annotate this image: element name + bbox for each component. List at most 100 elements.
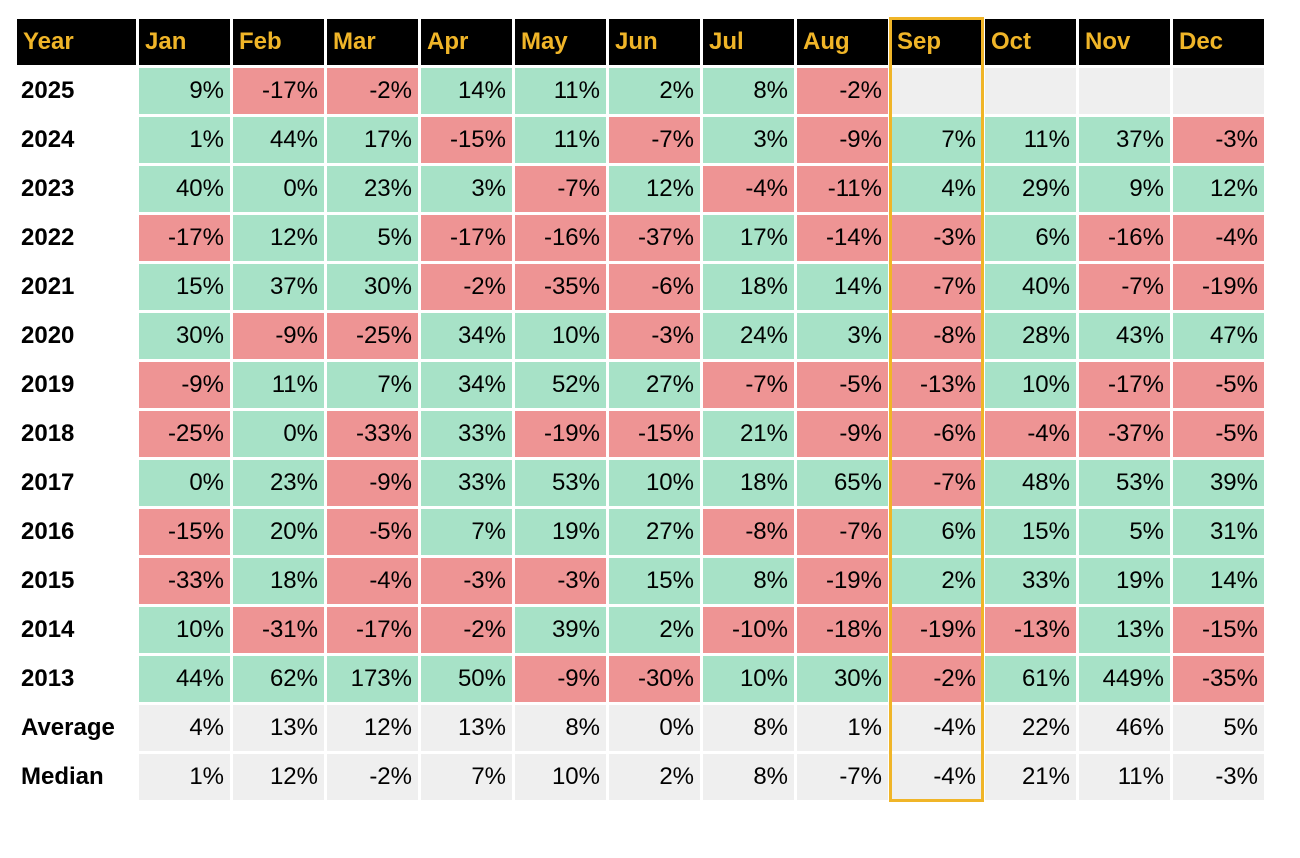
- return-cell-aug: -9%: [797, 411, 888, 457]
- return-cell-feb: 0%: [233, 166, 324, 212]
- return-cell-feb: 13%: [233, 705, 324, 751]
- column-header-apr: Apr: [421, 19, 512, 65]
- return-cell-dec: -5%: [1173, 411, 1264, 457]
- return-cell-feb: 11%: [233, 362, 324, 408]
- year-row-2021: 2021 15% 37% 30% -2% -35% -6% 18% 14% -7% 40% -7% -1…: [17, 262, 1264, 312]
- return-cell-aug: -11%: [797, 166, 888, 212]
- return-cell-sep: 4%: [889, 164, 984, 214]
- return-cell-sep: -4%: [889, 703, 984, 753]
- year-label: 2015: [17, 558, 136, 604]
- year-row-2020: 2020 30% -9% -25% 34% 10% -3% 24% 3% -8% 28% 43% 47%: [17, 311, 1264, 361]
- column-header-year: Year: [17, 19, 136, 65]
- return-cell-jan: 30%: [139, 313, 230, 359]
- return-cell-mar: 30%: [327, 264, 418, 310]
- return-cell-aug: -18%: [797, 607, 888, 653]
- column-header-feb: Feb: [233, 19, 324, 65]
- return-cell-oct: 28%: [985, 313, 1076, 359]
- return-cell-oct: 6%: [985, 215, 1076, 261]
- return-cell-jan: -33%: [139, 558, 230, 604]
- year-label: 2025: [17, 68, 136, 114]
- return-cell-apr: 7%: [421, 509, 512, 555]
- return-cell-oct: 33%: [985, 558, 1076, 604]
- return-cell-nov: 43%: [1079, 313, 1170, 359]
- return-cell-dec: 31%: [1173, 509, 1264, 555]
- return-cell-feb: 62%: [233, 656, 324, 702]
- return-cell-jul: -10%: [703, 607, 794, 653]
- return-cell-aug: -9%: [797, 117, 888, 163]
- year-row-2024: 2024 1% 44% 17% -15% 11% -7% 3% -9% 7% 11% 37% -3%: [17, 115, 1264, 165]
- return-cell-dec: -4%: [1173, 215, 1264, 261]
- return-cell-feb: -9%: [233, 313, 324, 359]
- return-cell-nov: 5%: [1079, 509, 1170, 555]
- return-cell-jun: 10%: [609, 460, 700, 506]
- return-cell-jan: 1%: [139, 754, 230, 800]
- year-row-2013: 2013 44% 62% 173% 50% -9% -30% 10% 30% -2% 61% 449%…: [17, 654, 1264, 704]
- return-cell-mar: -2%: [327, 754, 418, 800]
- column-header-jun: Jun: [609, 19, 700, 65]
- return-cell-aug: 1%: [797, 705, 888, 751]
- return-cell-may: -19%: [515, 411, 606, 457]
- return-cell-oct: 22%: [985, 705, 1076, 751]
- return-cell-sep: -19%: [889, 605, 984, 655]
- return-cell-oct: 61%: [985, 656, 1076, 702]
- return-cell-jan: 0%: [139, 460, 230, 506]
- return-cell-sep: -4%: [889, 752, 984, 802]
- return-cell-sep: -7%: [889, 458, 984, 508]
- return-cell-jun: -7%: [609, 117, 700, 163]
- return-cell-may: 19%: [515, 509, 606, 555]
- return-cell-may: -9%: [515, 656, 606, 702]
- return-cell-jan: -17%: [139, 215, 230, 261]
- return-cell-dec: -3%: [1173, 117, 1264, 163]
- return-cell-dec: -15%: [1173, 607, 1264, 653]
- return-cell-apr: -17%: [421, 215, 512, 261]
- return-cell-jun: 27%: [609, 509, 700, 555]
- return-cell-jun: 0%: [609, 705, 700, 751]
- column-header-jan: Jan: [139, 19, 230, 65]
- return-cell-jan: 9%: [139, 68, 230, 114]
- return-cell-apr: 3%: [421, 166, 512, 212]
- return-cell-feb: 20%: [233, 509, 324, 555]
- year-label: 2018: [17, 411, 136, 457]
- return-cell-nov: 19%: [1079, 558, 1170, 604]
- return-cell-oct: 48%: [985, 460, 1076, 506]
- return-cell-sep: -8%: [889, 311, 984, 361]
- return-cell-mar: -4%: [327, 558, 418, 604]
- year-label: 2016: [17, 509, 136, 555]
- column-header-aug: Aug: [797, 19, 888, 65]
- return-cell-may: 10%: [515, 754, 606, 800]
- return-cell-jun: -30%: [609, 656, 700, 702]
- return-cell-jul: 8%: [703, 754, 794, 800]
- return-cell-aug: 14%: [797, 264, 888, 310]
- return-cell-aug: -5%: [797, 362, 888, 408]
- column-header-oct: Oct: [985, 19, 1076, 65]
- return-cell-sep: 6%: [889, 507, 984, 557]
- return-cell-dec: -19%: [1173, 264, 1264, 310]
- monthly-returns-table: Year Jan Feb Mar Apr May Jun Jul Aug Sep Oct Nov Dec…: [14, 16, 1267, 803]
- return-cell-mar: -5%: [327, 509, 418, 555]
- return-cell-apr: 33%: [421, 411, 512, 457]
- return-cell-jan: 1%: [139, 117, 230, 163]
- return-cell-apr: 50%: [421, 656, 512, 702]
- return-cell-oct: 15%: [985, 509, 1076, 555]
- return-cell-may: 11%: [515, 68, 606, 114]
- return-cell-jun: -37%: [609, 215, 700, 261]
- year-label: 2013: [17, 656, 136, 702]
- return-cell-sep: -6%: [889, 409, 984, 459]
- return-cell-aug: -7%: [797, 509, 888, 555]
- return-cell-oct: 29%: [985, 166, 1076, 212]
- return-cell-jul: 21%: [703, 411, 794, 457]
- return-cell-mar: 7%: [327, 362, 418, 408]
- return-cell-apr: 34%: [421, 313, 512, 359]
- return-cell-nov: [1079, 68, 1170, 114]
- return-cell-mar: 23%: [327, 166, 418, 212]
- return-cell-aug: -19%: [797, 558, 888, 604]
- return-cell-jul: 8%: [703, 705, 794, 751]
- return-cell-apr: -2%: [421, 264, 512, 310]
- return-cell-jan: 10%: [139, 607, 230, 653]
- return-cell-may: 10%: [515, 313, 606, 359]
- return-cell-may: 52%: [515, 362, 606, 408]
- return-cell-mar: 12%: [327, 705, 418, 751]
- return-cell-sep: -2%: [889, 654, 984, 704]
- return-cell-jul: -8%: [703, 509, 794, 555]
- return-cell-dec: 14%: [1173, 558, 1264, 604]
